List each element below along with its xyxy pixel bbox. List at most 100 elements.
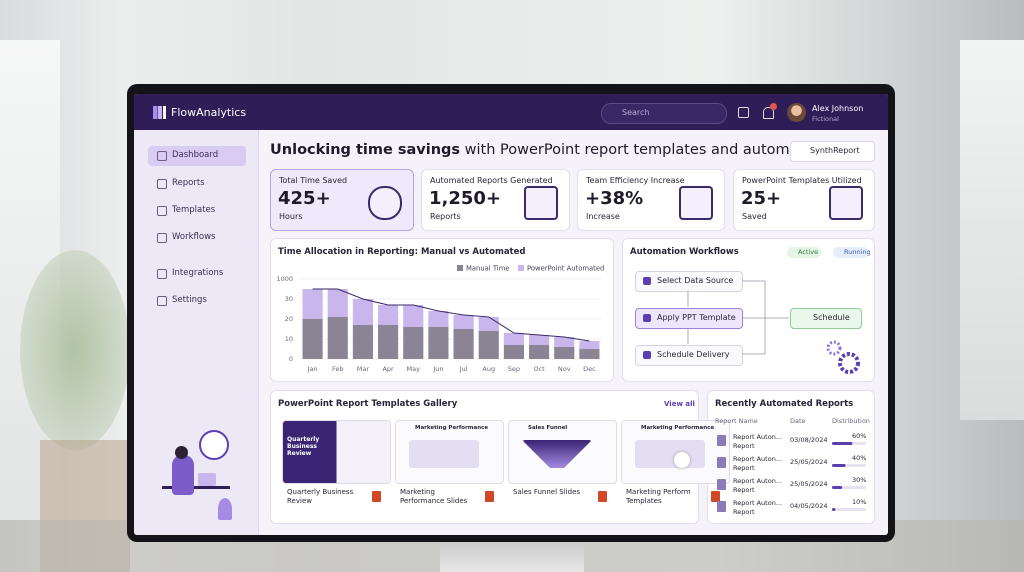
bar-segment <box>327 317 348 359</box>
kpi-value: 425+ <box>278 188 331 209</box>
user-name: Alex Johnson <box>812 104 864 113</box>
status-badge <box>787 247 821 258</box>
legend-swatch <box>457 265 463 271</box>
y-tick-label: 10 <box>285 335 293 343</box>
notification-dot <box>770 103 777 110</box>
x-tick-label: Feb <box>332 365 344 373</box>
bar-segment <box>503 333 524 345</box>
x-tick-label: Oct <box>533 365 545 373</box>
nav-item[interactable]: Templates <box>172 205 216 215</box>
report-name: Report Auton... Report <box>733 433 783 450</box>
gear-icon <box>838 352 860 374</box>
avatar[interactable] <box>787 103 806 122</box>
y-tick-label: 20 <box>285 315 293 323</box>
kpi-value: 1,250+ <box>429 188 502 209</box>
kpi-sub: Saved <box>742 212 767 221</box>
workflow-step <box>635 271 743 292</box>
kpi-icon <box>524 186 558 220</box>
column-header: Date <box>790 417 806 425</box>
brand: FlowAnalytics <box>171 106 247 119</box>
illustration-head <box>175 446 188 459</box>
bar-segment <box>352 325 373 359</box>
workflow-title: Automation Workflows <box>630 247 739 257</box>
dropdown[interactable] <box>790 141 875 162</box>
x-tick-label: Nov <box>558 365 571 373</box>
nav-item[interactable]: Dashboard <box>172 150 219 160</box>
bar-segment <box>378 325 399 359</box>
bar-segment <box>403 305 424 327</box>
bar-segment <box>529 335 550 345</box>
report-name: Report Auton... Report <box>733 455 783 472</box>
distribution-bar <box>832 486 843 489</box>
recent-panel <box>707 390 875 524</box>
thumb-title: Marketing Performance <box>641 425 715 431</box>
x-tick-label: Aug <box>482 365 495 373</box>
template-caption: Sales Funnel Slides <box>513 488 581 496</box>
brand-logo <box>153 106 166 119</box>
nav-active[interactable] <box>148 146 246 166</box>
step-icon <box>643 351 651 359</box>
ppt-icon <box>485 491 494 502</box>
distribution-label: 60% <box>852 432 867 440</box>
bar-segment <box>403 327 424 359</box>
thumb-graphic <box>409 440 479 468</box>
bar-segment <box>579 341 600 349</box>
nav-item[interactable]: Integrations <box>172 268 224 278</box>
thumb-title: Quarterly Business Review <box>287 436 320 457</box>
ppt-icon <box>598 491 607 502</box>
search-box[interactable] <box>601 103 727 124</box>
column-header: Distribution <box>832 417 870 425</box>
kpi-icon <box>829 186 863 220</box>
y-tick-label: 0 <box>289 355 293 363</box>
nav-icon <box>157 269 167 279</box>
kpi-label: PowerPoint Templates Utilized <box>742 176 862 185</box>
thumb-title: Marketing Performance <box>415 425 489 431</box>
plant <box>20 250 130 450</box>
illustration-clock <box>199 430 229 460</box>
y-tick-label: 1000 <box>276 275 293 283</box>
gallery-link[interactable]: View all <box>664 400 695 408</box>
status-text: Running <box>844 248 871 256</box>
trend-line <box>312 288 590 342</box>
nav-item[interactable]: Workflows <box>172 232 216 242</box>
kpi-label: Automated Reports Generated <box>430 176 553 185</box>
step-label: Select Data Source <box>657 276 734 285</box>
bar-segment <box>302 289 323 319</box>
nav-item[interactable]: Reports <box>172 178 205 188</box>
right-window <box>960 40 1024 420</box>
user-role: Fictional <box>812 115 839 123</box>
kpi-icon <box>368 186 402 220</box>
distribution-track <box>832 508 866 511</box>
dropdown-label: SynthReport <box>810 146 860 155</box>
chart-title: Time Allocation in Reporting: Manual vs … <box>278 247 526 257</box>
file-icon <box>717 457 726 468</box>
kpi-icon <box>679 186 713 220</box>
step-icon <box>643 277 651 285</box>
report-date: 04/05/2024 <box>790 502 828 510</box>
help-icon[interactable] <box>738 107 749 118</box>
kpi-label: Total Time Saved <box>279 176 348 185</box>
bell-icon[interactable] <box>763 107 774 119</box>
illustration-person <box>172 455 194 495</box>
kpi-value: 25+ <box>741 188 782 209</box>
bar-segment <box>554 337 575 347</box>
step-label: Apply PPT Template <box>657 313 736 322</box>
kpi-sub: Hours <box>279 212 303 221</box>
carousel-next[interactable] <box>674 452 690 468</box>
x-tick-label: Mar <box>357 365 370 373</box>
step-label: Schedule Delivery <box>657 350 730 359</box>
bar-segment <box>327 289 348 317</box>
template-caption: Quarterly Business Review <box>287 488 354 505</box>
status-text: Active <box>798 248 819 256</box>
x-tick-label: Jul <box>459 365 468 373</box>
y-tick-label: 30 <box>285 295 293 303</box>
nav-item[interactable]: Settings <box>172 295 207 305</box>
thumb-graphic <box>635 440 705 468</box>
bar-segment <box>453 315 474 329</box>
bar-segment <box>428 327 449 359</box>
ppt-icon <box>372 491 381 502</box>
nav-icon <box>157 296 167 306</box>
legend-swatch <box>518 265 524 271</box>
report-name: Report Auton... Report <box>733 499 783 516</box>
template-thumb[interactable] <box>282 420 391 484</box>
